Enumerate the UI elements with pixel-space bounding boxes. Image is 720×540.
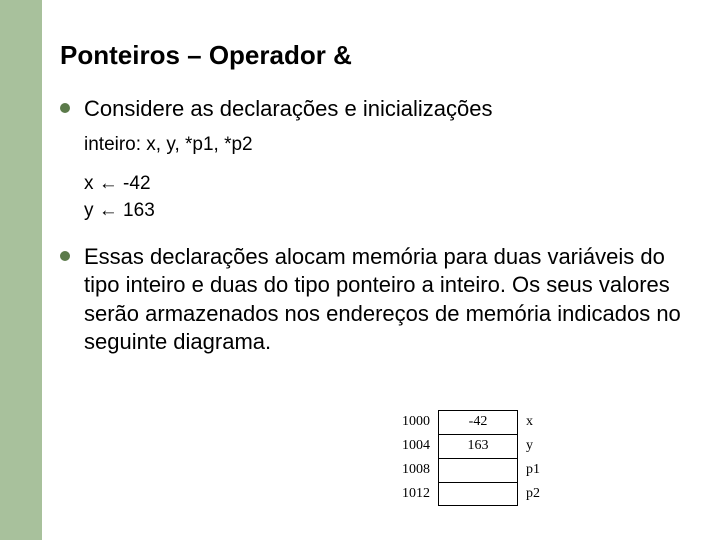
- table-row: 1004 163 y: [386, 434, 552, 458]
- bullet-text: Essas declarações alocam memória para du…: [84, 243, 700, 357]
- slide-title: Ponteiros – Operador &: [60, 40, 700, 71]
- mem-var-label: y: [518, 438, 552, 454]
- mem-address: 1012: [386, 486, 438, 502]
- mem-address: 1008: [386, 462, 438, 478]
- code-assignments: x ← -42 y ← 163: [84, 170, 700, 225]
- mem-value: 163: [438, 434, 518, 458]
- table-row: 1000 -42 x: [386, 410, 552, 434]
- slide-sidebar: [0, 0, 42, 540]
- mem-var-label: p1: [518, 462, 552, 478]
- mem-value: [438, 458, 518, 482]
- mem-address: 1004: [386, 438, 438, 454]
- mem-value: [438, 482, 518, 506]
- assignment-line: x ← -42: [84, 170, 700, 198]
- mem-var-label: x: [518, 414, 552, 430]
- code-declaration: inteiro: x, y, *p1, *p2: [84, 134, 700, 156]
- bullet-icon: [60, 251, 70, 261]
- bullet-text: Considere as declarações e inicializaçõe…: [84, 95, 492, 124]
- bullet-item: Considere as declarações e inicializaçõe…: [60, 95, 700, 124]
- bullet-item: Essas declarações alocam memória para du…: [60, 243, 700, 357]
- slide-content: Ponteiros – Operador & Considere as decl…: [60, 40, 700, 367]
- table-row: 1008 p1: [386, 458, 552, 482]
- mem-value: -42: [438, 410, 518, 434]
- memory-diagram: 1000 -42 x 1004 163 y 1008 p1 1012 p2: [386, 410, 552, 506]
- mem-address: 1000: [386, 414, 438, 430]
- table-row: 1012 p2: [386, 482, 552, 506]
- assignment-line: y ← 163: [84, 197, 700, 225]
- bullet-icon: [60, 103, 70, 113]
- mem-var-label: p2: [518, 486, 552, 502]
